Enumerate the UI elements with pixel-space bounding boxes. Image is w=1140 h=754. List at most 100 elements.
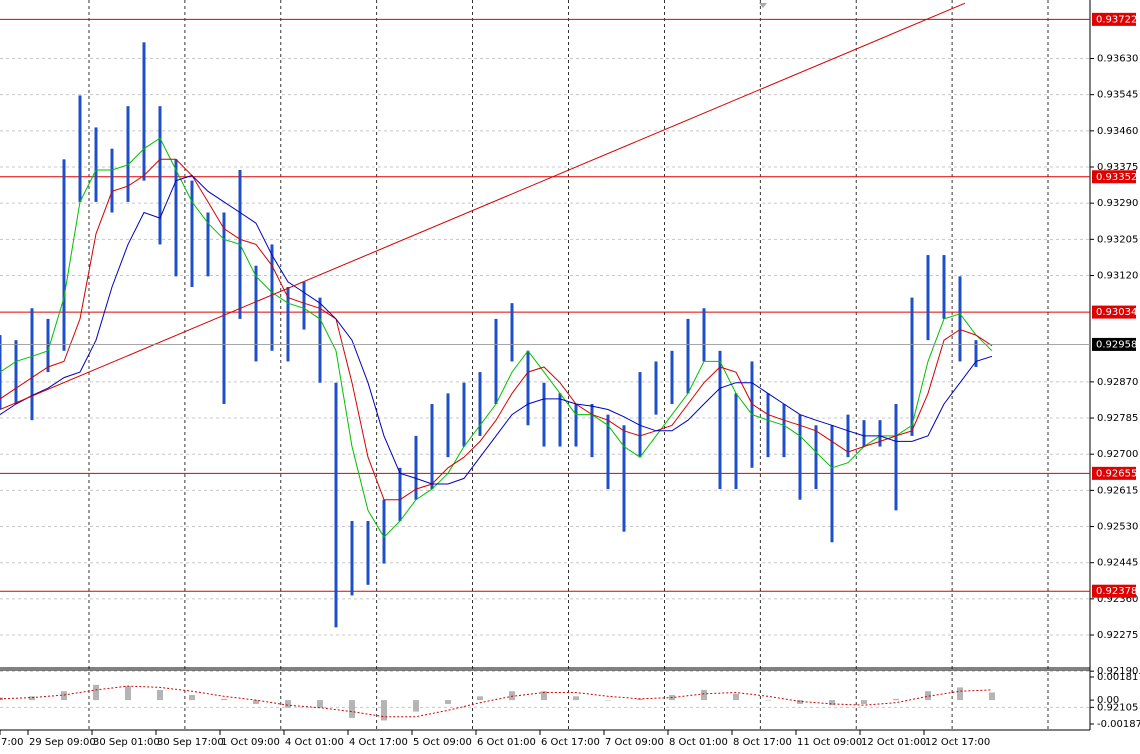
level-label-box — [1092, 170, 1136, 184]
price-bar — [46, 318, 50, 373]
price-bar — [62, 159, 66, 351]
x-tick-label: 8 Oct 17:00 — [733, 737, 792, 748]
osc-bar — [189, 695, 195, 701]
osc-bar — [541, 691, 547, 701]
osc-bar — [829, 700, 835, 706]
price-bar — [206, 212, 210, 277]
price-bar — [686, 318, 690, 394]
y-tick-label: -0.001876 — [1097, 719, 1140, 730]
price-bar — [654, 361, 658, 415]
trend-line — [0, 2, 966, 410]
osc-bar — [285, 700, 291, 708]
price-bar — [526, 350, 530, 426]
osc-bar — [221, 698, 227, 701]
osc-bar — [253, 700, 259, 704]
price-bar — [894, 403, 898, 511]
osc-bar — [733, 693, 739, 701]
price-bar — [270, 244, 274, 351]
x-tick-label: 12 Oct 01:00 — [861, 737, 926, 748]
price-bar — [446, 393, 450, 458]
price-bar — [382, 499, 386, 564]
x-tick-label: 12 Oct 17:00 — [925, 737, 990, 748]
x-tick-label: 30 Sep 01:00 — [93, 737, 160, 748]
price-bar — [350, 520, 354, 596]
price-bar — [910, 297, 914, 436]
price-bar — [974, 340, 978, 367]
y-tick-label: 0.92700 — [1097, 449, 1138, 460]
osc-bar — [349, 700, 355, 718]
moving-average — [0, 137, 993, 539]
price-bar — [158, 106, 162, 245]
x-tick-label: 6 Oct 17:00 — [541, 737, 600, 748]
price-bar — [590, 403, 594, 458]
price-bar — [814, 425, 818, 490]
y-tick-label: 0.93460 — [1097, 126, 1138, 137]
y-tick-label: 0.93290 — [1097, 198, 1138, 209]
price-bar — [702, 308, 706, 362]
price-bar — [14, 340, 18, 404]
x-tick-label: 30 Sep 17:00 — [157, 737, 224, 748]
x-tick-label: 29 Sep 09:00 — [29, 737, 96, 748]
x-tick-label: 6 Oct 01:00 — [477, 737, 536, 748]
osc-bar — [381, 700, 387, 721]
price-bar — [510, 303, 514, 362]
price-bar — [414, 435, 418, 500]
osc-bar — [861, 700, 867, 704]
price-bar — [254, 265, 258, 362]
osc-bar — [477, 696, 483, 701]
price-bar — [126, 106, 130, 202]
price-bar — [94, 127, 98, 202]
shift-marker — [759, 3, 767, 8]
price-bar — [926, 255, 930, 341]
level-label-box — [1092, 466, 1136, 480]
y-tick-label: 0.92360 — [1097, 594, 1138, 605]
y-tick-label: 0.92530 — [1097, 522, 1138, 533]
price-bar — [30, 308, 34, 421]
level-label-box — [1092, 584, 1136, 598]
osc-bar — [797, 700, 803, 704]
moving-average — [0, 174, 993, 485]
x-tick-label: 5 Oct 09:00 — [413, 737, 472, 748]
osc-bar — [605, 700, 611, 701]
level-label: 0.92655 — [1096, 468, 1137, 479]
x-tick-label: 11 Oct 09:00 — [797, 737, 862, 748]
x-tick-label: 7 Oct 09:00 — [605, 737, 664, 748]
price-bar — [558, 393, 562, 447]
y-tick-label: 0.93545 — [1097, 90, 1138, 101]
price-bar — [734, 393, 738, 490]
price-bar — [334, 382, 338, 628]
osc-bar — [765, 700, 771, 701]
price-bar — [862, 420, 866, 447]
osc-bar — [125, 686, 131, 701]
price-bar — [366, 520, 370, 585]
price-bar — [222, 212, 226, 404]
osc-bar — [61, 691, 67, 701]
price-bar — [766, 393, 770, 458]
price-bar — [622, 425, 626, 532]
osc-bar — [157, 689, 163, 701]
price-bar — [574, 403, 578, 447]
y-tick-label: 0.93375 — [1097, 162, 1138, 173]
y-tick-label: 0.00 — [1097, 695, 1119, 706]
price-bar — [958, 276, 962, 362]
osc-bar — [637, 698, 643, 701]
x-tick-label: 8 Oct 01:00 — [669, 737, 728, 748]
y-tick-label: 0.93120 — [1097, 270, 1138, 281]
osc-bar — [317, 700, 323, 708]
price-bar — [302, 281, 306, 330]
x-tick-label: 4 Oct 17:00 — [349, 737, 408, 748]
level-label-box — [1092, 305, 1136, 319]
y-tick-label: 0.001817 — [1097, 672, 1140, 683]
level-label: 0.93352 — [1096, 172, 1137, 183]
price-bar — [462, 382, 466, 447]
price-bar — [110, 148, 114, 213]
osc-bar — [957, 687, 963, 701]
x-tick-label: 4 Oct 01:00 — [285, 737, 344, 748]
price-bar — [286, 286, 290, 362]
signal-line — [0, 685, 993, 718]
osc-bar — [93, 684, 99, 701]
y-tick-label: 0.92785 — [1097, 413, 1138, 424]
osc-bar — [925, 691, 931, 701]
